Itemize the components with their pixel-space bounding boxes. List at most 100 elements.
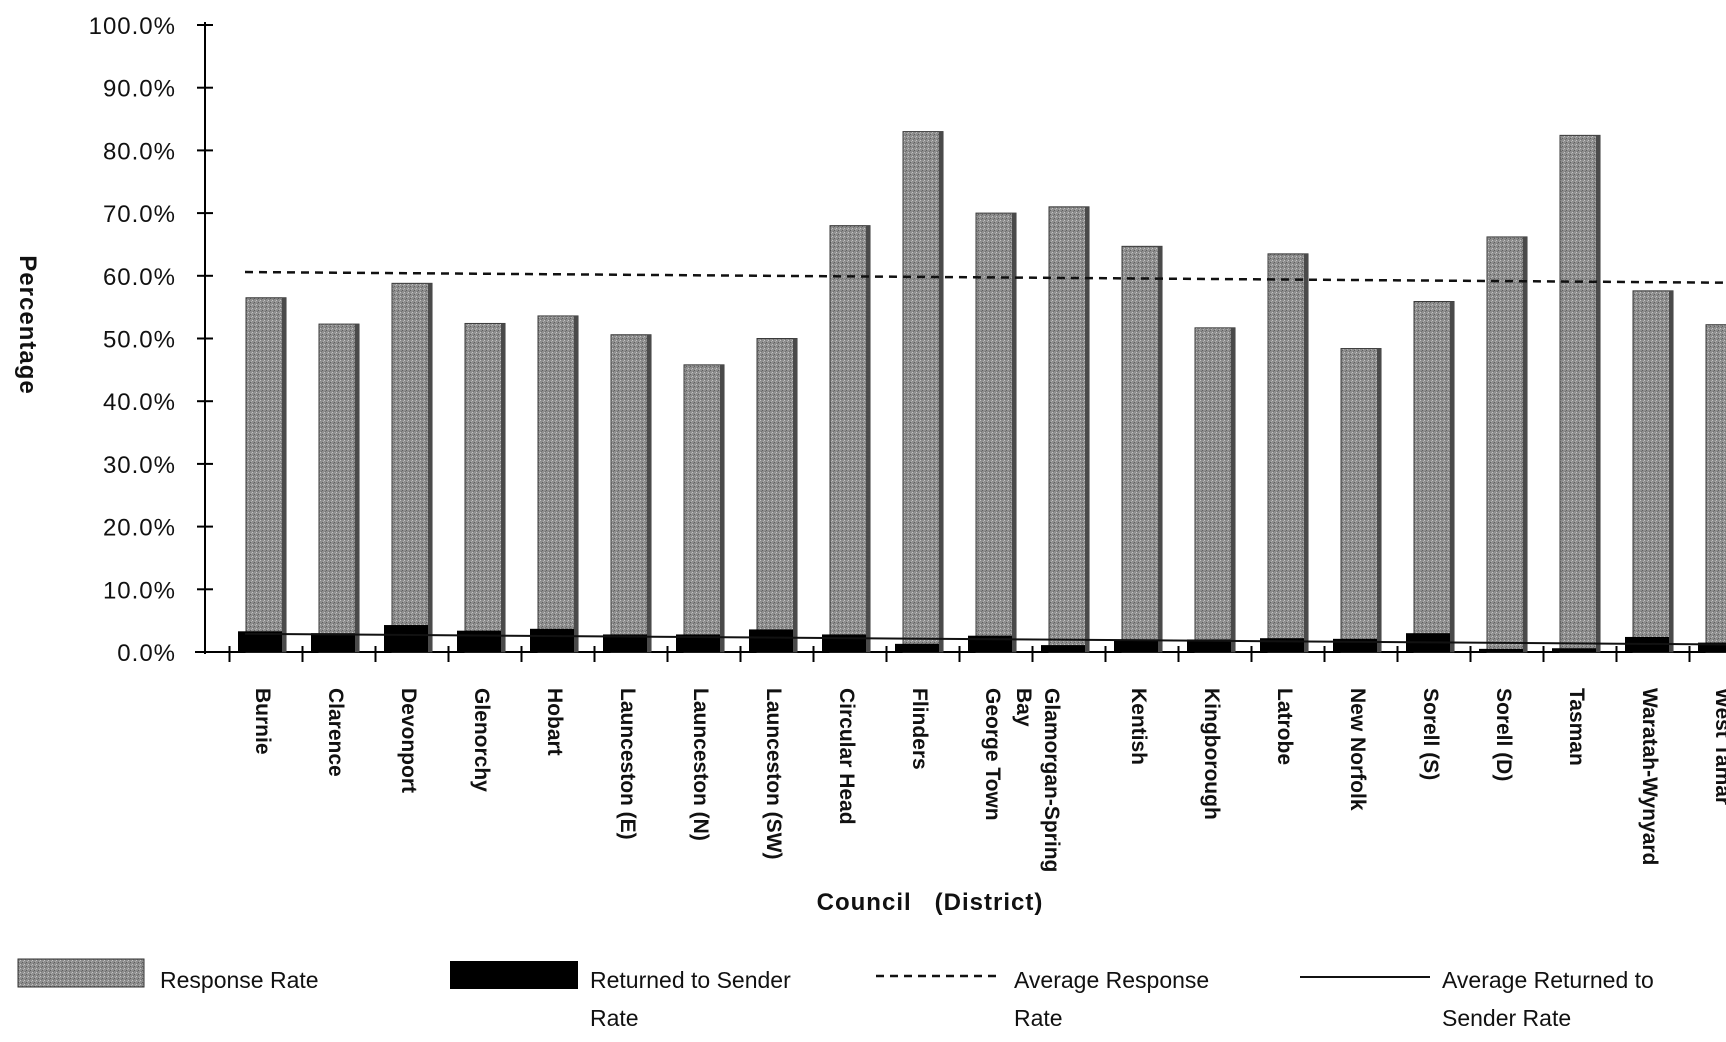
response-bar	[975, 212, 1017, 653]
x-tick-label: Circular Head	[835, 688, 858, 825]
x-tick-label: Devonport	[397, 688, 420, 793]
response-bar	[464, 322, 506, 653]
x-tick-label: Glenorchy	[470, 688, 493, 792]
y-tick-label: 20.0%	[103, 515, 176, 542]
x-tick-label: Kingborough	[1200, 688, 1223, 820]
y-axis-title: Percentage	[14, 255, 41, 394]
x-tick-label: Sorell (D)	[1492, 688, 1515, 781]
response-bar-edge	[574, 315, 578, 652]
returned-bar	[1114, 639, 1158, 652]
x-tick-label: George Town	[981, 688, 1004, 821]
y-tick-label: 30.0%	[103, 452, 176, 479]
legend-label: Response Rate	[160, 967, 319, 993]
category-labels: Burnie Clarence Devonport Glenorchy Hobart La…	[251, 688, 1726, 872]
x-tick-label: New Norfolk	[1346, 688, 1369, 811]
average-returned-line	[244, 632, 1726, 646]
y-tick-label: 70.0%	[103, 201, 176, 228]
response-bar-edge	[1450, 301, 1454, 652]
response-rate-bars	[245, 131, 1726, 653]
x-tick-label: Hobart	[543, 688, 566, 756]
response-bar	[1705, 324, 1726, 653]
returned-bar	[749, 629, 793, 652]
x-tick-label: Flinders	[908, 688, 931, 770]
y-tick-label: 100.0%	[89, 13, 176, 40]
x-tick-label: Tasman	[1565, 688, 1588, 766]
response-bar	[1048, 206, 1090, 653]
response-bar	[1413, 301, 1455, 653]
average-lines	[244, 270, 1726, 646]
x-tick-label: Waratah-Wynyard	[1638, 688, 1661, 865]
legend-item: Response Rate	[17, 958, 319, 993]
response-bar	[318, 323, 360, 653]
average-response-line	[244, 270, 1726, 284]
x-tick-label: Launceston (E)	[616, 688, 639, 840]
response-bar-edge	[1158, 246, 1162, 652]
x-tick-label: Clarence	[324, 688, 347, 777]
response-bar	[1267, 253, 1309, 653]
returned-bar	[311, 633, 355, 652]
response-bar	[1632, 290, 1674, 653]
legend-item: Average Returned to Sender Rate	[1300, 967, 1654, 1031]
returned-bar	[1187, 639, 1231, 652]
response-bar-edge	[355, 324, 359, 652]
y-tick-label: 90.0%	[103, 76, 176, 103]
x-tick-label: Sorell (S)	[1419, 688, 1442, 780]
y-axis: 0.0% 10.0% 20.0% 30.0% 40.0% 50.0% 60.0% 70.0% 8…	[89, 13, 213, 667]
response-bar-edge	[866, 225, 870, 652]
legend-item: Returned to Sender Rate	[450, 961, 791, 1031]
returned-bar	[384, 625, 428, 652]
x-tick-label: Launceston (SW)	[762, 688, 785, 860]
y-tick-label: 0.0%	[117, 640, 176, 667]
response-bar-edge	[428, 283, 432, 652]
returned-bar	[895, 643, 939, 652]
returned-bar	[1479, 648, 1523, 652]
response-bar-edge	[1012, 213, 1016, 652]
y-tick-label: 50.0%	[103, 327, 176, 354]
x-tick-label: Burnie	[251, 688, 274, 755]
response-bar	[683, 364, 725, 653]
returned-bar	[603, 634, 647, 652]
response-bar-edge	[720, 364, 724, 652]
y-tick-label: 40.0%	[103, 389, 176, 416]
x-tick-label: West Tamar	[1711, 688, 1726, 805]
x-tick-label: Latrobe	[1273, 688, 1296, 765]
response-bar-edge	[1304, 253, 1308, 653]
legend-label: Average Returned to Sender Rate	[1442, 967, 1654, 1031]
x-axis-title: Council (District)	[817, 889, 1044, 916]
legend-swatch-response	[17, 958, 145, 988]
legend-label: Average Response Rate	[1014, 967, 1209, 1031]
response-bar	[391, 282, 433, 653]
response-bar-edge	[793, 338, 797, 652]
response-bar-edge	[939, 131, 943, 653]
response-bar-edge	[1523, 236, 1527, 652]
response-bar	[245, 297, 287, 653]
response-bar	[1121, 245, 1163, 653]
y-tick-label: 10.0%	[103, 577, 176, 604]
response-bar	[902, 131, 944, 653]
response-bar-edge	[1377, 348, 1381, 652]
returned-bar	[676, 634, 720, 652]
response-bar-edge	[647, 334, 651, 652]
response-bar	[1194, 327, 1236, 653]
x-axis	[195, 646, 1726, 662]
returned-bar	[530, 628, 574, 652]
response-bar	[537, 315, 579, 653]
x-tick-label: Launceston (N)	[689, 688, 712, 841]
response-bar	[1486, 236, 1528, 653]
response-bar	[829, 225, 871, 653]
response-bar-edge	[1596, 135, 1600, 653]
legend-label: Returned to Sender Rate	[590, 967, 791, 1031]
x-tick-label: Glamorgan-SpringBay	[1012, 688, 1063, 872]
y-tick-label: 80.0%	[103, 138, 176, 165]
response-bar-edge	[1669, 290, 1673, 652]
returned-bar	[457, 630, 501, 652]
response-bar	[610, 334, 652, 653]
returned-bar	[1552, 648, 1596, 652]
returned-bar	[1698, 642, 1726, 652]
legend: Response Rate Returned to Sender Rate Avera…	[17, 958, 1654, 1031]
response-bar-edge	[1085, 206, 1089, 652]
y-tick-label: 60.0%	[103, 264, 176, 291]
response-bar	[1340, 348, 1382, 653]
returned-bar	[238, 631, 282, 652]
